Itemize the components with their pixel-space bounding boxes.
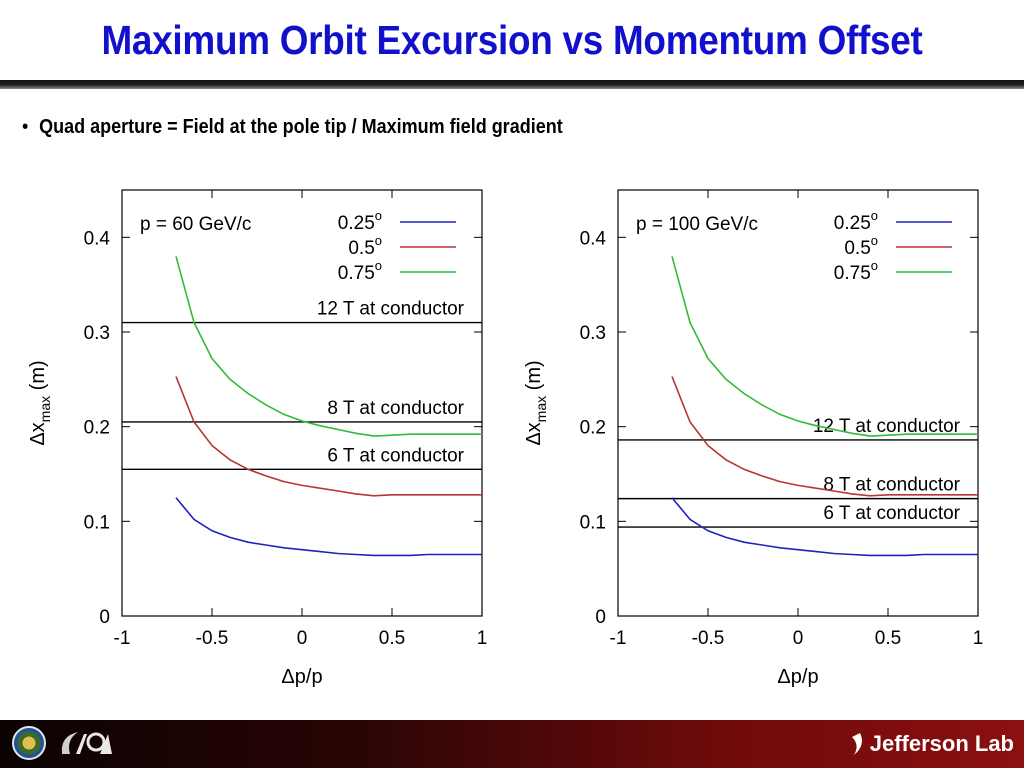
legend-degree: o [871, 208, 878, 223]
series-line [175, 256, 482, 437]
legend-value: 0.5 [348, 238, 374, 259]
y-tick-label: 0 [595, 607, 606, 628]
x-tick-label: -1 [114, 628, 131, 649]
plot-frame [617, 189, 979, 617]
y-tick-label: 0.3 [84, 323, 110, 344]
legend-value: 0.75 [338, 263, 375, 284]
x-tick-label: 0 [793, 628, 804, 649]
x-tick-label: 1 [477, 628, 488, 649]
chart-p60: -1 -0.5 0 0.5 1 0 0.1 0.2 0.3 0.4 Δp/p Δxmax (m) 12 … [27, 189, 488, 688]
y-tick-label: 0.4 [84, 228, 111, 249]
y-tick-label: 0.2 [84, 418, 110, 439]
y-tick-label: 0.1 [84, 512, 110, 533]
chart-annotation: p = 60 GeV/c [140, 214, 251, 235]
threshold-label: 12 T at conductor [813, 416, 961, 437]
x-tick-label: -0.5 [196, 628, 229, 649]
jlab-swoosh-icon [851, 733, 862, 755]
footer-bar: Jefferson Lab [0, 720, 1024, 768]
legend-degree: o [375, 258, 382, 273]
slide-title: Maximum Orbit Excursion vs Momentum Offs… [101, 16, 923, 63]
bullet-dot-icon: • [22, 116, 29, 138]
legend-label: 0.5o [844, 233, 878, 259]
y-axis-label-sub: max [37, 396, 53, 422]
y-tick-label: 0.3 [580, 323, 606, 344]
legend-label: 0.5o [348, 233, 382, 259]
x-axis-label: Δp/p [777, 666, 818, 688]
chart-p100: -1 -0.5 0 0.5 1 0 0.1 0.2 0.3 0.4 Δp/p Δxmax (m) 12 … [523, 189, 984, 688]
x-axis-label: Δp/p [281, 666, 322, 688]
y-axis-label-main: Δx [27, 422, 49, 445]
y-tick-label: 0.4 [580, 228, 607, 249]
chart-annotation: p = 100 GeV/c [636, 214, 758, 235]
y-tick-label: 0.2 [580, 418, 606, 439]
series-line [671, 376, 978, 497]
legend-degree: o [871, 233, 878, 248]
threshold-label: 6 T at conductor [823, 503, 960, 524]
footer-brand: Jefferson Lab [869, 731, 1014, 756]
y-axis-label: Δxmax (m) [27, 360, 53, 445]
y-tick-label: 0.1 [580, 512, 606, 533]
legend-label: 0.75o [338, 258, 382, 284]
legend-value: 0.25 [834, 213, 871, 234]
legend-label: 0.25o [834, 208, 878, 234]
x-tick-label: 0 [297, 628, 308, 649]
legend-degree: o [375, 233, 382, 248]
y-axis-label-unit: (m) [27, 360, 49, 396]
legend-degree: o [375, 208, 382, 223]
plot-frame [121, 189, 483, 617]
legend-value: 0.75 [834, 263, 871, 284]
threshold-label: 12 T at conductor [317, 299, 465, 320]
y-axis-label-main: Δx [523, 422, 545, 445]
y-axis-label-sub: max [533, 396, 549, 422]
legend-degree: o [871, 258, 878, 273]
series-line [671, 256, 978, 437]
x-tick-label: 1 [973, 628, 984, 649]
title-divider [0, 80, 1024, 89]
x-tick-label: -1 [610, 628, 627, 649]
legend-value: 0.25 [338, 213, 375, 234]
y-axis-label-unit: (m) [523, 360, 545, 396]
bullet-point: • Quad aperture = Field at the pole tip /… [22, 116, 563, 139]
x-tick-label: 0.5 [875, 628, 901, 649]
threshold-label: 8 T at conductor [823, 475, 960, 496]
jefferson-lab-logo: Jefferson Lab [848, 728, 1014, 760]
bullet-text: Quad aperture = Field at the pole tip / … [39, 116, 563, 138]
legend-label: 0.75o [834, 258, 878, 284]
threshold-label: 6 T at conductor [327, 445, 464, 466]
x-tick-label: -0.5 [692, 628, 725, 649]
legend-label: 0.25o [338, 208, 382, 234]
threshold-label: 8 T at conductor [327, 398, 464, 419]
series-line [175, 497, 482, 557]
series-line [671, 497, 978, 557]
jsa-logo [61, 732, 112, 754]
legend-value: 0.5 [844, 238, 870, 259]
x-tick-label: 0.5 [379, 628, 405, 649]
series-line [175, 376, 482, 497]
y-tick-label: 0 [99, 607, 110, 628]
y-axis-label: Δxmax (m) [523, 360, 549, 445]
doe-seal-logo [12, 726, 46, 760]
